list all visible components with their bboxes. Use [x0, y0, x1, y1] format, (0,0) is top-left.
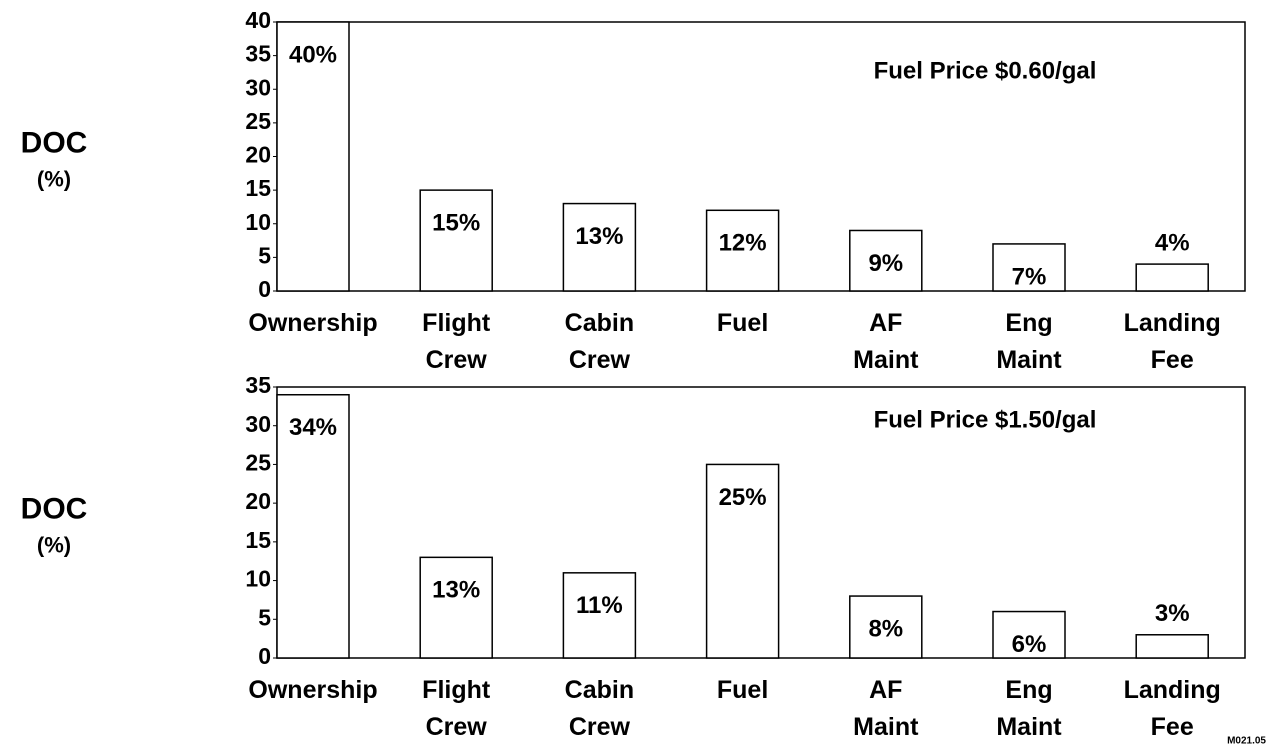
bar: [992, 610, 1066, 659]
x-tick-label: Ownership: [248, 309, 377, 337]
data-label: 3%: [1155, 600, 1190, 627]
bar: [562, 572, 637, 659]
bar: [562, 202, 637, 292]
y-axis-label: DOC (%): [21, 126, 88, 191]
y-tick-label: 20: [245, 142, 271, 168]
x-tick-label: Fuel: [717, 309, 768, 337]
y-tick-label: 40: [245, 7, 271, 33]
x-tick-label: Cabin Crew: [565, 309, 634, 374]
data-label: 6%: [1012, 631, 1047, 658]
data-label: 11%: [576, 592, 623, 619]
x-tick-label: Eng Maint: [996, 676, 1062, 741]
x-tick-label: Cabin Crew: [565, 676, 634, 741]
data-label: 25%: [719, 484, 767, 511]
y-tick-label: 25: [245, 108, 271, 134]
y-tick-label: 5: [258, 242, 271, 268]
x-tick-label: Eng Maint: [996, 309, 1062, 374]
y-tick-label: 35: [245, 41, 271, 67]
x-tick-label: Landing Fee: [1124, 309, 1221, 374]
data-label: 7%: [1012, 263, 1047, 290]
y-tick-label: 35: [245, 372, 271, 398]
bar: [705, 463, 780, 659]
y-tick-label: 15: [245, 175, 271, 201]
x-tick-label: AF Maint: [853, 309, 919, 374]
data-label: 13%: [432, 577, 480, 604]
x-tick-label: Flight Crew: [422, 309, 491, 374]
data-label: 13%: [575, 223, 623, 250]
footer: M021.05: [1227, 736, 1266, 747]
x-tick-label: Flight Crew: [422, 676, 491, 741]
y-tick-label: 10: [245, 566, 271, 592]
x-tick-label: Ownership: [248, 676, 377, 704]
data-label: 8%: [868, 615, 903, 642]
bar: [849, 229, 923, 292]
y-tick-label: 30: [245, 411, 271, 437]
y-tick-label: 20: [245, 488, 271, 514]
y-tick-label: 15: [245, 527, 271, 553]
annotation: Fuel Price $1.50/gal: [874, 406, 1097, 433]
x-tick-label: Landing Fee: [1124, 676, 1221, 741]
bar: [1135, 634, 1209, 659]
y-tick-label: 5: [258, 604, 271, 630]
y-tick-label: 25: [245, 450, 271, 476]
x-tick-label: AF Maint: [853, 676, 919, 741]
bar: [705, 209, 780, 292]
data-label: 4%: [1155, 229, 1190, 256]
bar: [276, 21, 350, 292]
bar: [1135, 263, 1209, 292]
bar: [992, 243, 1066, 292]
x-tick-label: Fuel: [717, 676, 768, 704]
data-label: 34%: [289, 414, 337, 441]
data-label: 9%: [868, 250, 903, 277]
bar: [849, 595, 923, 659]
y-tick-label: 10: [245, 209, 271, 235]
data-label: 15%: [432, 209, 480, 236]
data-label: 12%: [719, 230, 767, 257]
y-tick-label: 30: [245, 74, 271, 100]
y-axis-label: DOC (%): [21, 492, 88, 557]
y-tick-label: 0: [258, 643, 271, 669]
annotation: Fuel Price $0.60/gal: [874, 57, 1097, 84]
data-label: 40%: [289, 41, 337, 68]
bar: [419, 189, 493, 292]
y-tick-label: 0: [258, 276, 271, 302]
bar: [276, 393, 350, 659]
bar: [419, 556, 493, 659]
